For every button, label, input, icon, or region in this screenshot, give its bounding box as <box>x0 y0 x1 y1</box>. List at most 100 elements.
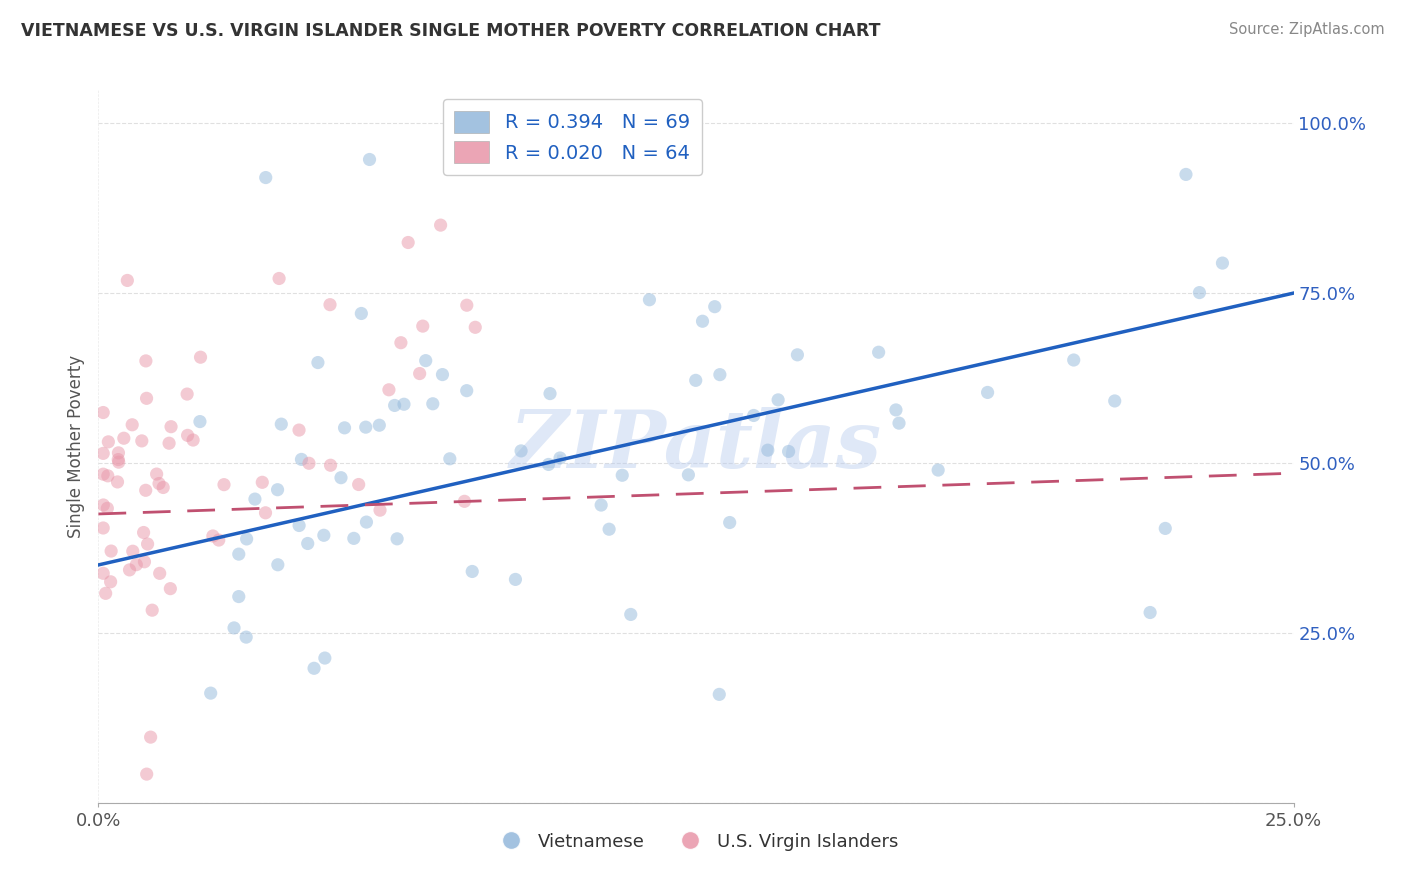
Point <box>112 431 135 445</box>
Point <box>319 298 342 312</box>
Point <box>107 446 129 460</box>
Point <box>368 418 391 433</box>
Y-axis label: Single Mother Poverty: Single Mother Poverty <box>66 354 84 538</box>
Point <box>121 544 143 558</box>
Point <box>333 421 356 435</box>
Point <box>91 467 114 482</box>
Point <box>347 477 370 491</box>
Point <box>148 476 170 491</box>
Point <box>1104 394 1126 409</box>
Point <box>302 661 325 675</box>
Point <box>243 492 266 507</box>
Point <box>134 555 156 569</box>
Point <box>298 456 321 470</box>
Point <box>1063 353 1085 368</box>
Point <box>235 532 257 546</box>
Point <box>461 565 484 579</box>
Point <box>91 566 114 581</box>
Point <box>385 532 408 546</box>
Point <box>778 444 800 458</box>
Point <box>160 419 183 434</box>
Point <box>200 686 222 700</box>
Point <box>1174 168 1197 182</box>
Point <box>145 467 167 481</box>
Point <box>692 314 714 328</box>
Point <box>107 475 129 489</box>
Point <box>927 463 949 477</box>
Point <box>132 525 155 540</box>
Point <box>868 345 890 359</box>
Point <box>212 477 235 491</box>
Text: ZIPatlas: ZIPatlas <box>510 408 882 484</box>
Point <box>429 218 451 232</box>
Point <box>97 434 120 449</box>
Point <box>678 467 700 482</box>
Point <box>135 354 157 368</box>
Point <box>117 273 139 287</box>
Point <box>188 415 211 429</box>
Point <box>1211 256 1233 270</box>
Point <box>222 621 245 635</box>
Point <box>208 533 231 547</box>
Point <box>107 455 129 469</box>
Point <box>201 529 224 543</box>
Point <box>149 566 172 581</box>
Point <box>307 355 329 369</box>
Point <box>312 528 335 542</box>
Point <box>620 607 643 622</box>
Point <box>100 574 122 589</box>
Point <box>350 306 373 320</box>
Point <box>456 298 478 312</box>
Point <box>756 443 779 458</box>
Point <box>1139 606 1161 620</box>
Point <box>288 423 311 437</box>
Point <box>93 498 115 512</box>
Point <box>176 428 198 442</box>
Point <box>598 522 620 536</box>
Point <box>685 373 707 387</box>
Point <box>389 335 412 350</box>
Point <box>107 452 129 467</box>
Point <box>297 536 319 550</box>
Point <box>330 471 353 485</box>
Point <box>439 451 461 466</box>
Point <box>505 573 527 587</box>
Point <box>254 170 277 185</box>
Point <box>1154 521 1177 535</box>
Point <box>181 433 204 447</box>
Point <box>91 521 114 535</box>
Point <box>884 403 907 417</box>
Point <box>190 350 212 364</box>
Point <box>453 494 475 508</box>
Point <box>135 392 157 406</box>
Point <box>290 452 312 467</box>
Point <box>343 532 366 546</box>
Point <box>638 293 661 307</box>
Point <box>456 384 478 398</box>
Point <box>94 586 117 600</box>
Point <box>718 516 741 530</box>
Point <box>384 399 406 413</box>
Point <box>319 458 342 473</box>
Point <box>131 434 153 448</box>
Point <box>887 416 910 430</box>
Point <box>100 544 122 558</box>
Point <box>157 436 180 450</box>
Point <box>354 420 377 434</box>
Point <box>464 320 486 334</box>
Point <box>118 563 141 577</box>
Point <box>267 271 290 285</box>
Point <box>422 397 444 411</box>
Point <box>742 409 765 423</box>
Point <box>228 547 250 561</box>
Point <box>91 405 114 419</box>
Point <box>96 501 118 516</box>
Point <box>228 590 250 604</box>
Point <box>97 468 120 483</box>
Point <box>270 417 292 432</box>
Point <box>267 558 290 572</box>
Point <box>141 603 163 617</box>
Point <box>125 558 148 572</box>
Point <box>356 515 378 529</box>
Point <box>510 443 533 458</box>
